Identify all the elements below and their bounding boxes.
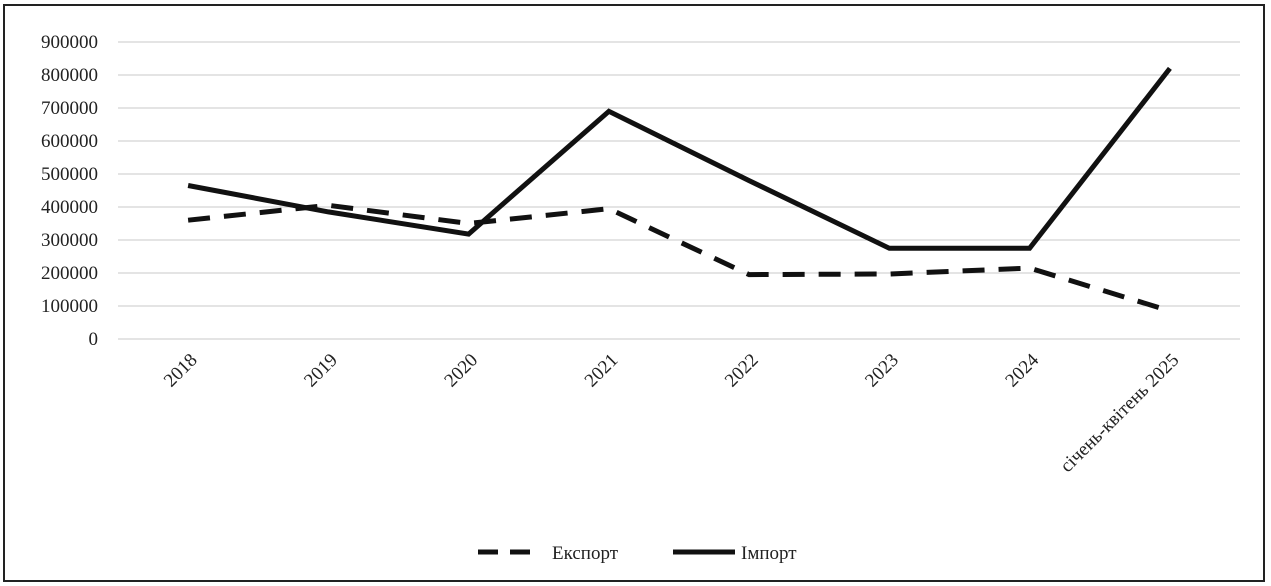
y-tick-label: 0: [89, 329, 99, 350]
y-tick-label: 900000: [41, 32, 98, 53]
x-tick-label: 2019: [300, 350, 342, 392]
y-tick-label: 200000: [41, 263, 98, 284]
x-tick-label: січень-квітень 2025: [1056, 350, 1183, 477]
y-tick-label: 300000: [41, 230, 98, 251]
legend-label-export: Експорт: [552, 543, 619, 564]
y-tick-label: 700000: [41, 98, 98, 119]
chart-frame: [3, 4, 1265, 582]
x-axis-ticks: 2018 2019 2020 2021 2022 2023 2024 січень-квіте…: [160, 349, 1183, 476]
x-tick-label: 2024: [1001, 349, 1043, 391]
legend-label-import: Імпорт: [741, 543, 797, 564]
y-tick-label: 100000: [41, 296, 98, 317]
y-tick-label: 600000: [41, 131, 98, 152]
x-tick-label: 2020: [440, 350, 482, 392]
x-tick-label: 2018: [160, 350, 202, 392]
gridlines: [118, 41, 1240, 340]
series-line-import: [187, 66, 1172, 251]
series-line-export: [187, 202, 1171, 314]
x-tick-label: 2023: [861, 350, 903, 392]
x-tick-label: 2022: [721, 350, 763, 392]
y-tick-label: 500000: [41, 164, 98, 185]
y-axis-ticks: 0 100000 200000 300000 400000 500000 600000 700…: [41, 32, 98, 350]
legend: Експорт Імпорт: [478, 543, 797, 564]
series-lines: [187, 66, 1172, 314]
x-tick-label: 2021: [581, 350, 623, 392]
y-tick-label: 400000: [41, 197, 98, 218]
y-tick-label: 800000: [41, 65, 98, 86]
